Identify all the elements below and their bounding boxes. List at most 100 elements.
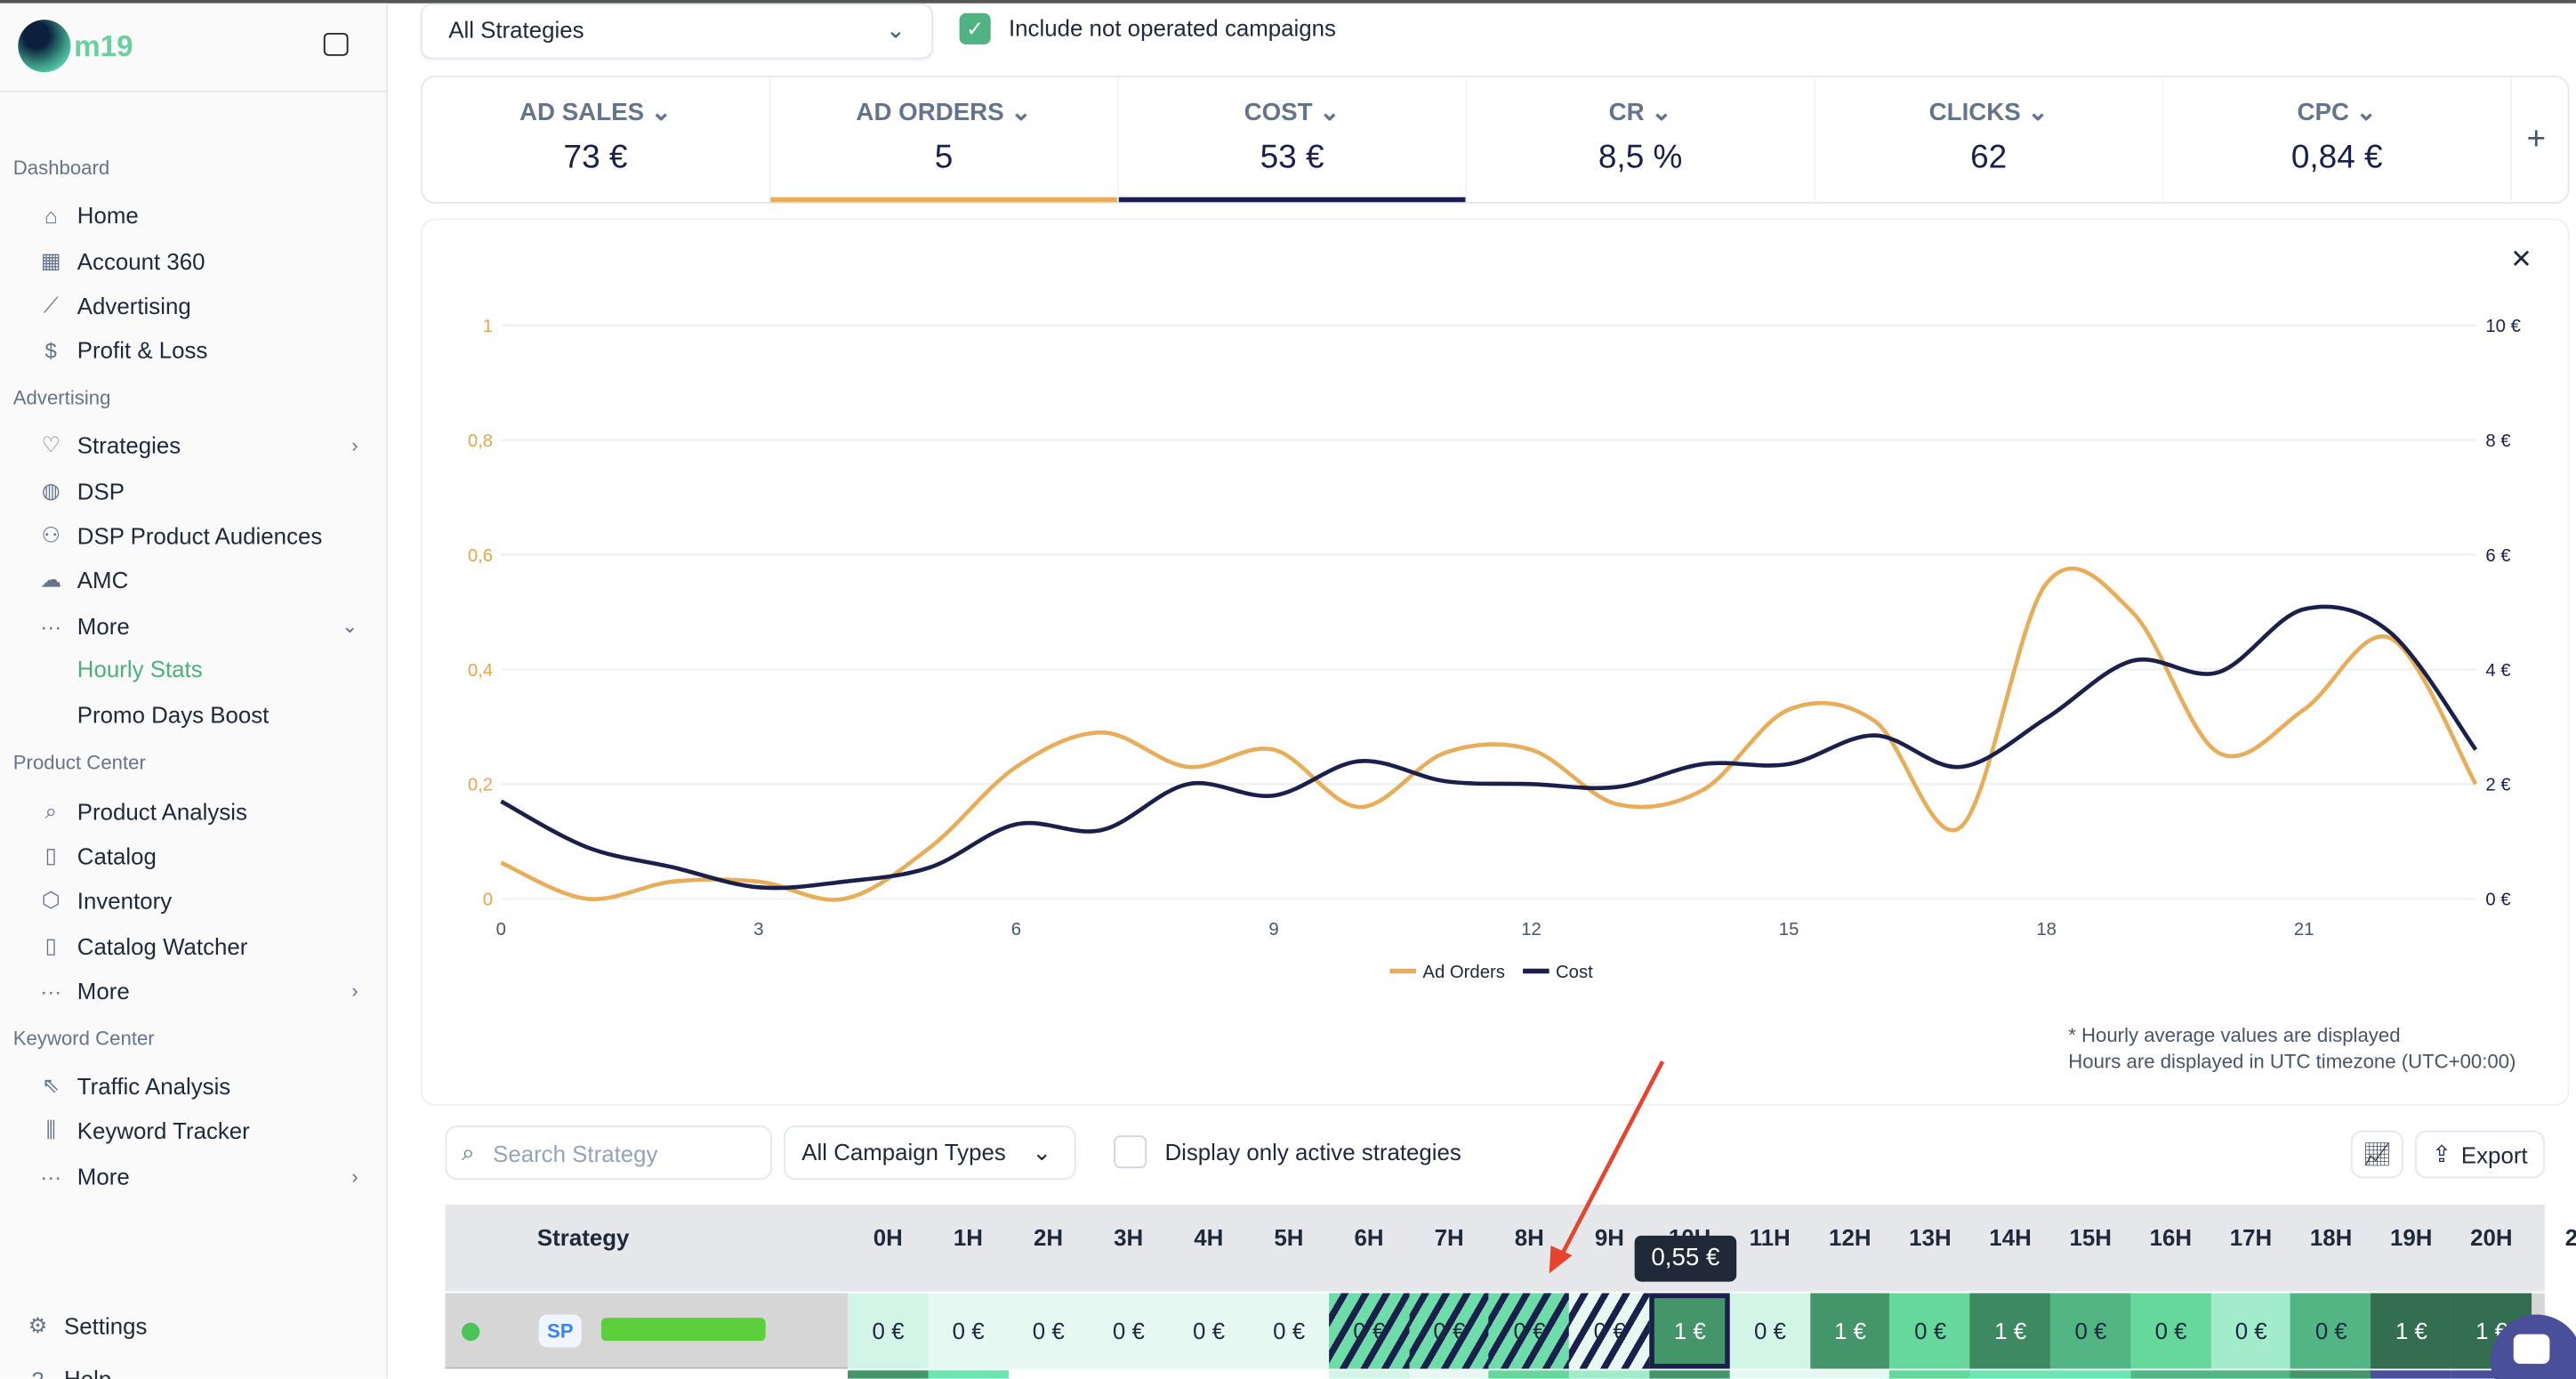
hour-column-header[interactable]: 1H <box>953 1223 983 1251</box>
next-row-cell[interactable] <box>1889 1370 1971 1379</box>
next-row-cell[interactable] <box>2290 1370 2372 1379</box>
kpi-cr[interactable]: CR ⌄ 8,5 % <box>1467 77 1815 203</box>
hour-column-header[interactable]: 4H <box>1194 1223 1224 1251</box>
kpi-cost[interactable]: COST ⌄ 53 € <box>1118 77 1468 203</box>
next-row-cell[interactable] <box>1489 1370 1571 1379</box>
hour-cell[interactable]: 0 € <box>1328 1293 1410 1369</box>
sidebar-item-more[interactable]: ··· More › <box>37 972 358 1009</box>
hour-cell[interactable]: 0 € <box>1168 1293 1250 1369</box>
sidebar-subitem-hourly-stats[interactable]: Hourly Stats <box>76 655 203 682</box>
next-row-cell[interactable] <box>1729 1370 1811 1379</box>
hour-column-header[interactable]: 12H <box>1829 1223 1872 1251</box>
next-row-cell[interactable] <box>1168 1370 1250 1379</box>
hour-cell[interactable]: 0 € <box>1088 1293 1170 1369</box>
kpi-ad-sales[interactable]: AD SALES ⌄ 73 € <box>423 77 771 203</box>
next-row-cell[interactable] <box>848 1370 930 1379</box>
next-row-cell[interactable] <box>2210 1370 2292 1379</box>
kpi-clicks[interactable]: CLICKS ⌄ 62 <box>1815 77 2164 203</box>
strategy-column-header[interactable]: Strategy <box>536 1223 630 1251</box>
sidebar-item-advertising[interactable]: ⟋ Advertising <box>37 287 358 324</box>
sidebar-item-traffic-analysis[interactable]: ⇖ Traffic Analysis <box>37 1068 358 1104</box>
chart-toggle-button[interactable]: 📈︎ <box>2350 1130 2404 1179</box>
next-row-cell[interactable] <box>2371 1370 2452 1379</box>
sidebar-subitem-promo-days-boost[interactable]: Promo Days Boost <box>76 701 270 729</box>
kpi-ad-orders[interactable]: AD ORDERS ⌄ 5 <box>770 77 1119 203</box>
campaign-type-select[interactable]: All Campaign Types ⌄ <box>783 1125 1076 1181</box>
hour-cell[interactable]: 0 € <box>2130 1293 2212 1369</box>
hour-cell[interactable]: 0 € <box>928 1293 1010 1369</box>
hour-column-header[interactable]: 6H <box>1354 1223 1384 1251</box>
hour-cell[interactable]: 0 € <box>1569 1293 1651 1369</box>
active-only-checkbox[interactable] <box>1114 1135 1147 1169</box>
hour-column-header[interactable]: 16H <box>2149 1223 2193 1251</box>
legend-label[interactable]: Ad Orders <box>1422 963 1505 982</box>
hour-column-header[interactable]: 15H <box>2069 1223 2112 1251</box>
hour-column-header[interactable]: 14H <box>1989 1223 2032 1251</box>
hour-cell[interactable]: 0 € <box>2210 1293 2292 1369</box>
hour-column-header[interactable]: 3H <box>1114 1223 1144 1251</box>
next-row-cell[interactable] <box>1969 1370 2051 1379</box>
sidebar-item-help[interactable]: ? Help <box>25 1360 345 1379</box>
hour-cell[interactable]: 1 € <box>2371 1293 2452 1369</box>
hour-column-header[interactable]: 5H <box>1274 1223 1304 1251</box>
collapse-sidebar-icon[interactable] <box>323 32 349 56</box>
hour-column-header[interactable]: 13H <box>1909 1223 1952 1251</box>
hour-column-header[interactable]: 19H <box>2389 1223 2433 1251</box>
close-chart-button[interactable]: ✕ <box>2510 246 2532 275</box>
hour-cell[interactable]: 1 € <box>1969 1293 2051 1369</box>
hour-column-header[interactable]: 2 <box>2532 1224 2576 1251</box>
next-row-cell[interactable] <box>1408 1370 1490 1379</box>
sidebar-item-catalog-watcher[interactable]: ▯ Catalog Watcher <box>37 928 358 964</box>
hour-cell[interactable]: 0 € <box>1248 1293 1330 1369</box>
strategy-select[interactable]: All Strategies ⌄ <box>420 3 934 60</box>
hour-column-header[interactable]: 0H <box>873 1223 903 1251</box>
next-row-cell[interactable] <box>1569 1370 1651 1379</box>
include-not-operated-checkbox[interactable]: ✓ <box>959 12 991 44</box>
hour-cell[interactable]: 0 € <box>1489 1293 1571 1369</box>
sidebar-item-amc[interactable]: ☁ AMC <box>37 562 358 599</box>
hour-cell[interactable]: 1 € <box>1809 1293 1891 1369</box>
hour-cell[interactable]: 1 € <box>1649 1293 1731 1369</box>
hour-column-header[interactable]: 20H <box>2470 1223 2513 1251</box>
hour-cell[interactable]: 0 € <box>1008 1293 1090 1369</box>
hour-column-header[interactable]: 11H <box>1749 1223 1791 1251</box>
sidebar-item-more[interactable]: ··· More › <box>37 1158 358 1195</box>
sidebar-item-profit-loss[interactable]: $ Profit & Loss <box>37 332 358 368</box>
hour-column-header[interactable]: 8H <box>1514 1223 1544 1251</box>
sidebar-item-more[interactable]: ··· More ⌄ <box>37 608 358 644</box>
sidebar-item-catalog[interactable]: ▯ Catalog <box>37 838 358 875</box>
sidebar-item-inventory[interactable]: ⬡ Inventory <box>37 883 358 919</box>
hour-column-header[interactable]: 18H <box>2309 1223 2353 1251</box>
sidebar-item-dsp[interactable]: ◍ DSP <box>37 473 358 510</box>
redacted-strategy-name[interactable] <box>600 1318 766 1342</box>
sidebar-item-home[interactable]: ⌂ Home <box>37 198 358 234</box>
next-row-cell[interactable] <box>1649 1370 1731 1379</box>
hour-cell[interactable]: 0 € <box>1408 1293 1490 1369</box>
next-row-cell[interactable] <box>1008 1370 1090 1379</box>
add-metric-button[interactable]: + <box>2526 121 2547 158</box>
next-row-cell[interactable] <box>2049 1370 2131 1379</box>
hour-cell[interactable]: 0 € <box>848 1293 930 1369</box>
hour-column-header[interactable]: 17H <box>2229 1223 2273 1251</box>
sidebar-item-dsp-product-audiences[interactable]: ⚇ DSP Product Audiences <box>37 518 358 554</box>
next-row-cell[interactable] <box>1248 1370 1330 1379</box>
hour-cell[interactable]: 0 € <box>1889 1293 1971 1369</box>
next-row-cell[interactable] <box>928 1370 1010 1379</box>
legend-label[interactable]: Cost <box>1556 963 1593 982</box>
next-row-cell[interactable] <box>1328 1370 1410 1379</box>
hour-column-header[interactable]: 2H <box>1033 1223 1064 1251</box>
next-row-cell[interactable] <box>1809 1370 1891 1379</box>
next-row-cell[interactable] <box>2451 1370 2532 1379</box>
sidebar-item-settings[interactable]: ⚙ Settings <box>25 1308 345 1344</box>
hour-cell[interactable]: 0 € <box>2049 1293 2131 1369</box>
sidebar-item-product-analysis[interactable]: ⌕ Product Analysis <box>37 794 358 830</box>
sidebar-item-account-360[interactable]: ▦ Account 360 <box>37 243 358 279</box>
kpi-cpc[interactable]: CPC ⌄ 0,84 € <box>2163 77 2512 203</box>
next-row-cell[interactable] <box>2130 1370 2212 1379</box>
search-strategy-input[interactable]: ⌕ Search Strategy <box>445 1125 773 1181</box>
hour-cell[interactable]: 0 € <box>1729 1293 1811 1369</box>
sidebar-item-strategies[interactable]: ♡ Strategies › <box>37 427 358 464</box>
export-button[interactable]: ⇪ Export <box>2414 1130 2545 1179</box>
hour-column-header[interactable]: 7H <box>1434 1223 1464 1251</box>
next-row-cell[interactable] <box>1088 1370 1170 1379</box>
